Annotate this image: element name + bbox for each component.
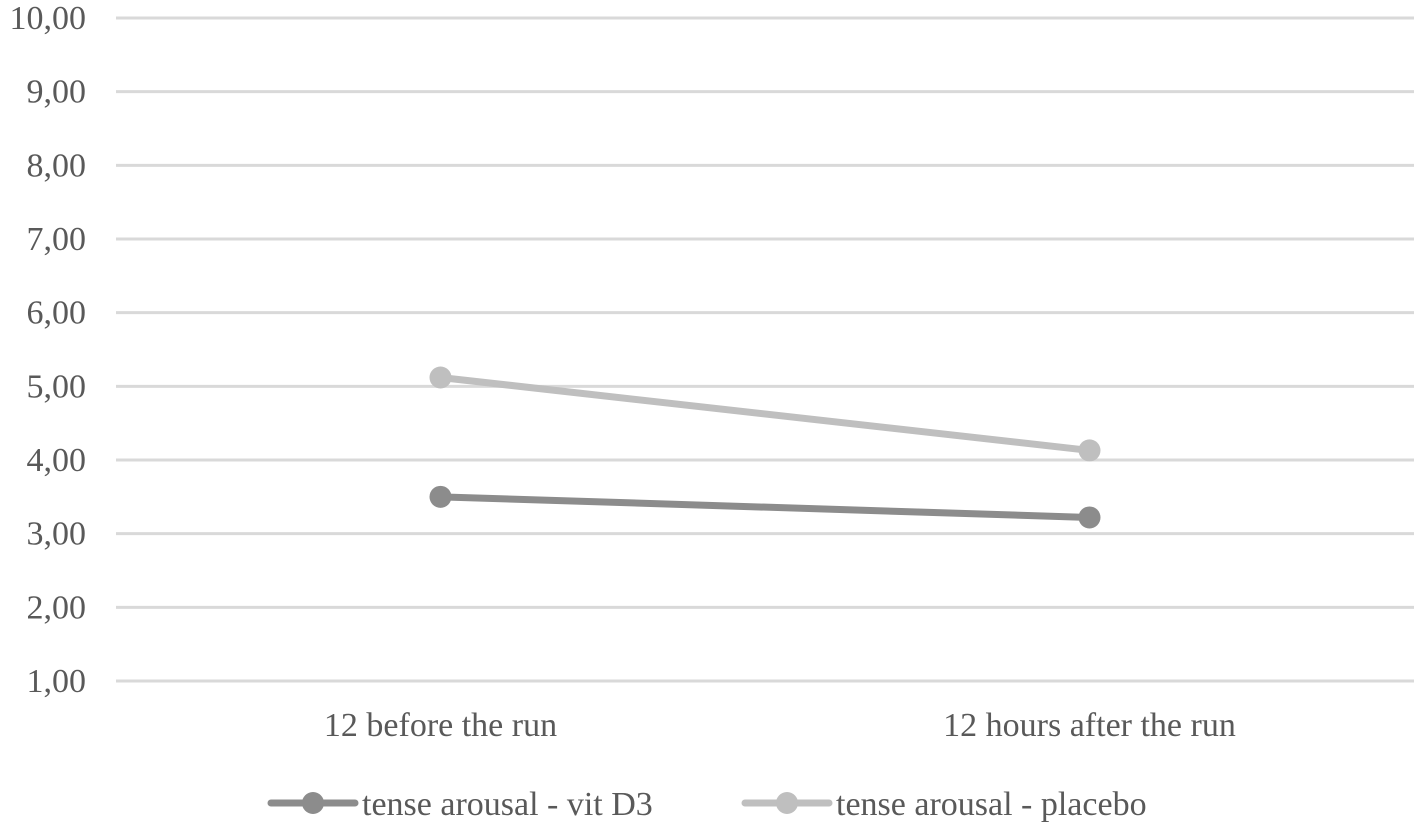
y-tick-label: 4,00 — [27, 442, 87, 479]
legend: tense arousal - vit D3 tense arousal - pl… — [267, 786, 1147, 823]
series-2 — [429, 366, 1101, 462]
x-category-label: 12 before the run — [324, 707, 557, 744]
legend-label: tense arousal - placebo — [836, 786, 1147, 823]
y-tick-label: 3,00 — [27, 516, 87, 553]
legend-marker-swatch — [776, 792, 798, 814]
y-tick-label: 5,00 — [27, 368, 87, 405]
legend-marker-swatch — [302, 792, 324, 814]
data-point-marker — [429, 485, 452, 508]
y-tick-label: 10,00 — [10, 0, 87, 37]
legend-item: tense arousal - vit D3 — [267, 786, 653, 823]
y-tick-label: 7,00 — [27, 221, 87, 258]
data-point-marker — [1078, 439, 1101, 462]
y-tick-label: 9,00 — [27, 74, 87, 111]
legend-label: tense arousal - vit D3 — [362, 786, 653, 823]
series-1 — [429, 485, 1101, 529]
y-tick-label: 2,00 — [27, 589, 87, 626]
legend-item: tense arousal - placebo — [741, 786, 1147, 823]
y-tick-label: 8,00 — [27, 147, 87, 184]
x-category-label: 12 hours after the run — [943, 707, 1236, 744]
data-point-marker — [429, 366, 452, 389]
x-axis-category-labels: 12 before the run 12 hours after the run — [324, 707, 1236, 744]
data-point-marker — [1078, 506, 1101, 529]
series-line — [437, 493, 1093, 521]
y-tick-label: 6,00 — [27, 295, 87, 332]
y-axis-tick-labels: 1,00 2,00 3,00 4,00 5,00 6,00 7,00 8,00 9,00 10,0… — [10, 0, 87, 700]
series-lines — [429, 366, 1101, 529]
gridlines — [116, 16, 1414, 683]
series-line — [437, 373, 1093, 454]
y-tick-label: 1,00 — [27, 663, 87, 700]
